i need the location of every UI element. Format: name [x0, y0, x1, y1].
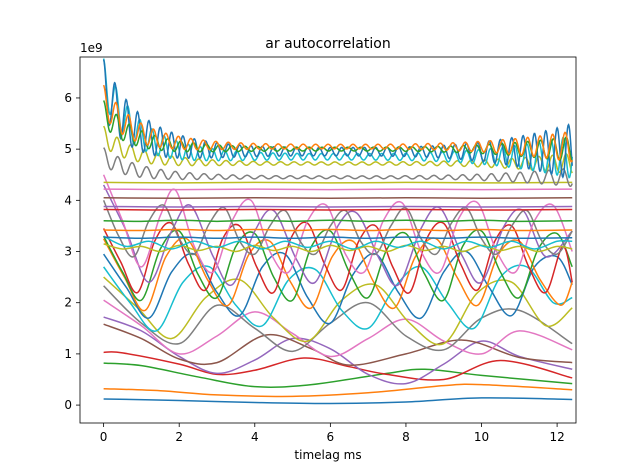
series-line-1 — [103, 383, 573, 398]
x-tick-label: 4 — [251, 430, 259, 444]
series-line-12 — [102, 229, 573, 302]
series-line-6 — [103, 299, 573, 358]
series-line-2 — [103, 362, 573, 388]
y-tick-label: 6 — [64, 91, 72, 105]
y-tick-label: 2 — [64, 296, 72, 310]
x-tick-label: 2 — [175, 430, 183, 444]
series-line-23 — [103, 205, 573, 208]
oscillating-series-line-2 — [102, 58, 573, 179]
y-axis: 0 1 2 3 4 5 6 — [64, 91, 80, 412]
x-tick-label: 10 — [474, 430, 489, 444]
series-line-24 — [103, 197, 573, 200]
y-offset-label: 1e9 — [80, 41, 103, 55]
series-line-0 — [103, 397, 573, 405]
series-line-13 — [102, 221, 573, 294]
oscillating-series-line-5 — [102, 84, 573, 163]
plot-frame — [79, 56, 577, 424]
series-line-19 — [103, 236, 573, 239]
chart-title: ar autocorrelation — [265, 36, 390, 52]
y-tick-label: 0 — [64, 398, 72, 412]
x-tick-label: 6 — [327, 430, 335, 444]
y-tick-label: 5 — [64, 142, 72, 156]
oscillating-series-line-3 — [102, 59, 573, 179]
series-line-4 — [103, 316, 573, 385]
x-axis-label: timelag ms — [294, 448, 361, 462]
series-line-20 — [103, 228, 573, 232]
oscillating-series-line-0 — [103, 147, 573, 188]
series-line-16 — [102, 200, 573, 258]
oscillating-series-line-1 — [102, 125, 573, 174]
series-line-9 — [103, 264, 573, 332]
series-line-11 — [102, 237, 573, 312]
series-line-26 — [103, 181, 573, 184]
series-line-25 — [103, 188, 573, 191]
series-line-3 — [103, 351, 573, 381]
x-tick-label: 0 — [100, 430, 108, 444]
series-line-5 — [103, 323, 573, 366]
y-tick-label: 3 — [64, 245, 72, 259]
series-line-15 — [102, 174, 573, 275]
x-tick-label: 8 — [402, 430, 410, 444]
x-axis: 0 2 4 6 8 10 12 — [100, 423, 565, 444]
series-line-22 — [103, 208, 573, 211]
y-tick-label: 1 — [64, 347, 72, 361]
series-line-21 — [103, 219, 573, 223]
y-tick-label: 4 — [64, 193, 72, 207]
x-tick-label: 12 — [549, 430, 564, 444]
series-line-18 — [103, 235, 573, 250]
series-line-10 — [103, 250, 573, 325]
series-layer — [102, 58, 573, 405]
